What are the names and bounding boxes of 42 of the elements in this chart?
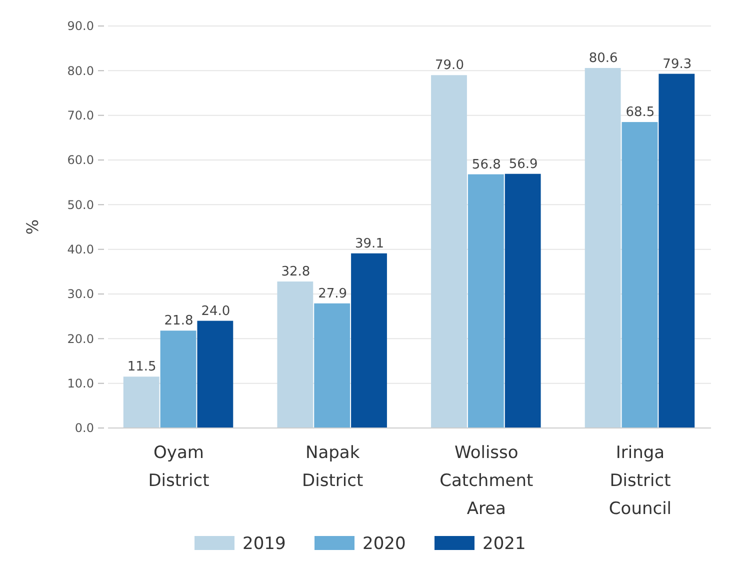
data-label: 79.3 — [662, 56, 692, 72]
legend-label: 2021 — [482, 534, 526, 554]
data-label: 56.9 — [508, 156, 538, 172]
bar — [584, 68, 621, 428]
bar — [160, 330, 196, 428]
y-tick-label: 90.0 — [67, 19, 94, 34]
data-label: 21.8 — [164, 314, 194, 329]
legend-label: 2020 — [362, 534, 406, 554]
bar — [351, 253, 387, 428]
data-label: 11.5 — [127, 360, 156, 375]
bar — [431, 75, 467, 428]
data-label: 39.1 — [355, 236, 384, 252]
y-axis-title: % — [23, 219, 42, 235]
data-label: 79.0 — [435, 58, 464, 74]
bar — [622, 122, 658, 428]
bar — [658, 74, 695, 428]
x-tick-label: Wolisso Catchment Area — [440, 443, 534, 519]
x-tick-label: Oyam District — [148, 443, 210, 491]
data-label: 24.0 — [201, 304, 230, 319]
bar — [123, 376, 160, 428]
y-tick-label: 70.0 — [67, 108, 94, 123]
bar — [277, 281, 314, 428]
bar — [468, 174, 504, 428]
y-tick-label: 0.0 — [74, 421, 94, 436]
y-tick-label: 80.0 — [67, 64, 94, 78]
data-label: 27.9 — [318, 286, 348, 302]
y-tick-label: 10.0 — [67, 376, 94, 391]
bar — [314, 303, 350, 428]
data-label: 68.5 — [626, 105, 655, 120]
legend-label: 2019 — [242, 534, 286, 554]
y-tick-label: 50.0 — [67, 198, 94, 212]
bar — [197, 320, 234, 428]
x-tick-label: Iringa District Council — [608, 443, 672, 519]
x-tick-label: Napak District — [302, 443, 364, 491]
data-label: 80.6 — [588, 50, 618, 66]
bar — [504, 174, 541, 428]
y-tick-label: 30.0 — [67, 287, 94, 302]
y-tick-label: 60.0 — [67, 153, 94, 168]
data-label: 56.8 — [472, 157, 501, 172]
y-tick-label: 20.0 — [67, 332, 94, 346]
data-label: 32.8 — [281, 264, 310, 280]
y-tick-label: 40.0 — [67, 242, 94, 257]
